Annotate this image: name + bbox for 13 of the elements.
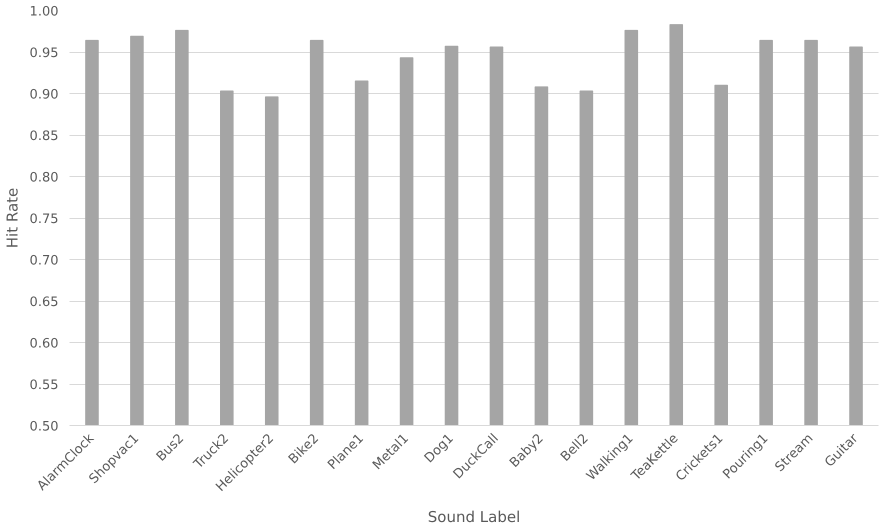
y-tick-label: 0.90 bbox=[30, 88, 59, 102]
y-tick-label: 0.60 bbox=[30, 336, 59, 352]
y-tick-label: 0.70 bbox=[30, 254, 59, 268]
y-tick-label: 0.65 bbox=[30, 295, 59, 310]
y-tick-label: 0.55 bbox=[30, 378, 59, 393]
y-tick-label: 0.85 bbox=[30, 129, 59, 144]
y-tick-label: 0.50 bbox=[30, 420, 59, 434]
y-tick-label: 0.95 bbox=[30, 46, 59, 61]
y-tick-label: 0.80 bbox=[30, 170, 59, 186]
y-axis-title: Hit Rate bbox=[4, 188, 22, 248]
x-axis-title: Sound Label bbox=[428, 508, 520, 526]
y-tick-label: 0.75 bbox=[30, 212, 59, 227]
y-tick-label: 1.00 bbox=[30, 4, 59, 20]
